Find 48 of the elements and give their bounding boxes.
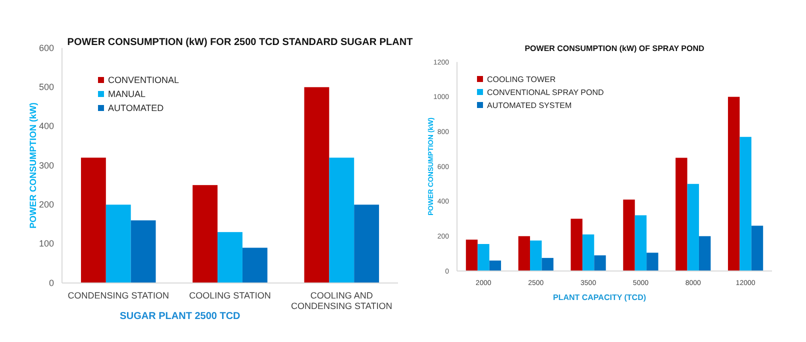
bar [751,226,764,271]
bar [687,184,699,271]
bar [489,260,502,271]
bar [242,248,268,283]
bar [676,158,688,271]
bar [594,255,606,271]
x-tick-label: COOLING AND CONDENSING STATION [291,290,392,312]
legend-label: CONVENTIONAL [108,75,180,85]
bar [623,200,635,271]
x-tick-label: COOLING STATION [189,290,271,300]
bar [634,215,647,271]
legend-label: AUTOMATED SYSTEM [487,101,572,110]
chart-title: POWER CONSUMPTION (kW) OF SPRAY POND [524,44,705,53]
y-tick-label: 500 [38,82,54,92]
bar [106,204,131,283]
bar [530,240,542,271]
bar [304,87,330,283]
bar [80,158,106,283]
bar [354,204,380,283]
bar [218,232,242,283]
bar [329,158,354,283]
bar [466,240,478,271]
y-tick-label: 100 [38,238,54,249]
bar [570,218,582,271]
bar [478,244,490,271]
y-tick-label: 400 [38,121,54,132]
legend-label: CONVENTIONAL SPRAY POND [487,88,604,97]
y-tick-label: 600 [38,42,54,53]
x-tick-label: CONDENSING STATION [68,290,169,300]
bar [646,252,658,271]
legend-label: AUTOMATED [108,103,164,113]
bar [130,220,156,283]
bar [582,234,594,271]
bar [698,236,711,271]
y-tick-label: 200 [38,200,54,210]
chart-title: POWER CONSUMPTION (kW) FOR 2500 TCD STANDARD SUGAR PLANT [67,37,413,48]
y-tick-label: 300 [38,160,54,170]
x-axis-title: SUGAR PLANT 2500 TCD [120,311,240,322]
bar [518,236,530,271]
y-axis-title: POWER CONSUMPTION (kW) [28,102,38,228]
legend-label: MANUAL [108,89,146,99]
y-tick-label: 0 [48,278,54,288]
bar [192,185,218,283]
bar [542,258,554,271]
bar [740,136,752,271]
legend-label: COOLING TOWER [487,75,556,84]
x-axis-title: PLANT CAPACITY (TCD) [552,293,646,302]
bar [728,96,740,271]
